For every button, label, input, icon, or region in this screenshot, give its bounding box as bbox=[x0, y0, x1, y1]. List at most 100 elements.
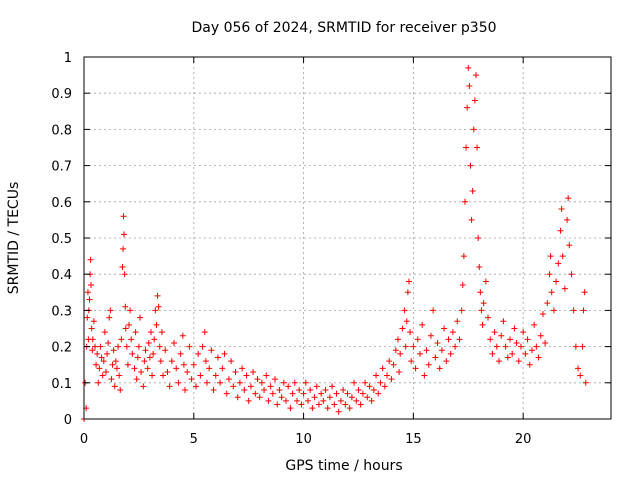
data-point bbox=[344, 390, 351, 397]
data-point bbox=[432, 354, 439, 361]
data-point bbox=[506, 336, 513, 343]
data-point bbox=[126, 321, 133, 328]
data-point bbox=[199, 343, 206, 350]
data-point bbox=[544, 300, 551, 307]
data-point bbox=[89, 336, 96, 343]
data-point bbox=[109, 361, 116, 368]
data-point bbox=[210, 387, 217, 394]
data-point bbox=[219, 365, 226, 372]
data-point bbox=[421, 372, 428, 379]
data-point bbox=[485, 314, 492, 321]
data-point bbox=[370, 387, 377, 394]
data-point bbox=[252, 390, 259, 397]
data-point bbox=[138, 368, 145, 375]
data-point bbox=[120, 245, 127, 252]
data-point bbox=[241, 387, 248, 394]
data-point bbox=[120, 213, 127, 220]
x-tick-label: 15 bbox=[405, 432, 422, 447]
data-point bbox=[468, 216, 475, 223]
data-point bbox=[153, 321, 160, 328]
data-point bbox=[173, 365, 180, 372]
data-point bbox=[274, 401, 281, 408]
data-point bbox=[395, 336, 402, 343]
data-point bbox=[120, 231, 127, 238]
data-point bbox=[177, 350, 184, 357]
data-point bbox=[477, 289, 484, 296]
data-point bbox=[461, 198, 468, 205]
data-point bbox=[570, 307, 577, 314]
data-point bbox=[509, 350, 516, 357]
data-point bbox=[542, 339, 549, 346]
data-point bbox=[465, 64, 472, 71]
data-point bbox=[157, 358, 164, 365]
data-point bbox=[285, 383, 292, 390]
data-point bbox=[208, 347, 215, 354]
data-point bbox=[97, 343, 104, 350]
data-point bbox=[250, 368, 257, 375]
data-point bbox=[416, 350, 423, 357]
data-point bbox=[579, 343, 586, 350]
data-point bbox=[454, 318, 461, 325]
data-point bbox=[441, 325, 448, 332]
data-point bbox=[175, 379, 182, 386]
data-point bbox=[561, 285, 568, 292]
data-point bbox=[471, 97, 478, 104]
data-point bbox=[397, 350, 404, 357]
data-point bbox=[581, 289, 588, 296]
data-point bbox=[550, 307, 557, 314]
data-point bbox=[155, 303, 162, 310]
data-point bbox=[381, 383, 388, 390]
data-point bbox=[108, 376, 115, 383]
y-axis-label: SRMTID / TECUs bbox=[6, 182, 22, 295]
data-point bbox=[87, 256, 94, 263]
data-point bbox=[311, 394, 318, 401]
data-point bbox=[513, 339, 520, 346]
data-point bbox=[460, 253, 467, 260]
data-point bbox=[500, 318, 507, 325]
data-point bbox=[340, 387, 347, 394]
data-point bbox=[119, 263, 126, 270]
grid bbox=[84, 57, 611, 419]
data-point bbox=[463, 144, 470, 151]
data-point bbox=[258, 379, 265, 386]
data-point bbox=[547, 253, 554, 260]
data-point bbox=[151, 336, 158, 343]
data-point bbox=[348, 394, 355, 401]
data-point bbox=[582, 379, 589, 386]
data-point bbox=[202, 358, 209, 365]
data-point bbox=[390, 361, 397, 368]
data-point bbox=[243, 372, 250, 379]
data-point bbox=[179, 332, 186, 339]
data-point bbox=[351, 379, 358, 386]
data-point bbox=[188, 376, 195, 383]
data-point bbox=[456, 336, 463, 343]
data-point bbox=[154, 292, 161, 299]
y-tick-label: 0.7 bbox=[51, 160, 72, 175]
data-point bbox=[373, 372, 380, 379]
data-point bbox=[464, 104, 471, 111]
data-point bbox=[121, 271, 128, 278]
data-point bbox=[346, 405, 353, 412]
y-tick-label: 1 bbox=[64, 51, 72, 66]
data-point bbox=[493, 343, 500, 350]
data-point bbox=[111, 383, 118, 390]
data-point bbox=[449, 329, 456, 336]
data-point bbox=[113, 365, 120, 372]
data-point bbox=[402, 343, 409, 350]
data-point bbox=[537, 332, 544, 339]
y-tick-label: 0.2 bbox=[51, 341, 72, 356]
data-point bbox=[502, 343, 509, 350]
x-tick-label: 10 bbox=[295, 432, 312, 447]
data-point bbox=[283, 397, 290, 404]
axis-ticks: 00.10.20.30.40.50.60.70.80.910 5 10 15 20 bbox=[51, 51, 611, 447]
data-point bbox=[482, 278, 489, 285]
data-point bbox=[524, 336, 531, 343]
data-point bbox=[511, 325, 518, 332]
data-point bbox=[129, 350, 136, 357]
data-point bbox=[546, 271, 553, 278]
data-point bbox=[164, 368, 171, 375]
data-point bbox=[467, 162, 474, 169]
data-point bbox=[355, 387, 362, 394]
y-tick-label: 0.6 bbox=[51, 196, 72, 211]
